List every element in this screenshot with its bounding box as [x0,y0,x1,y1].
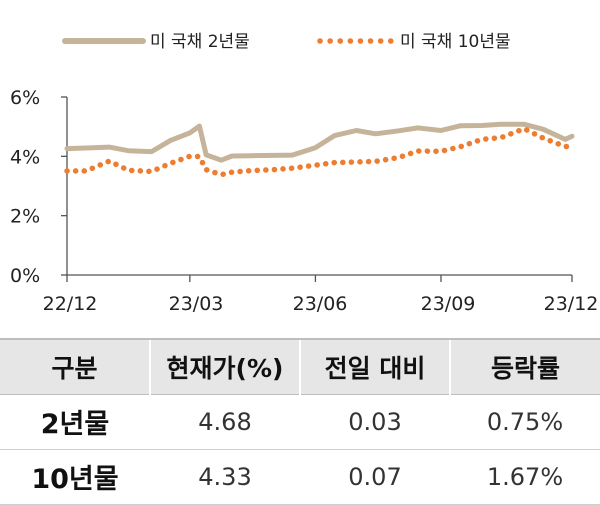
x-tick-label: 23/03 [169,293,224,315]
row-label: 10년물 [0,449,150,505]
data-point-10y [314,164,316,166]
data-point-2y [523,123,525,125]
data-point-10y [481,138,483,140]
data-point-10y [291,167,293,169]
data-point-10y [564,145,566,147]
data-point-10y [189,155,191,157]
data-point-2y [500,123,502,125]
table-row: 10년물 4.33 0.07 1.67% [0,449,600,505]
data-point-2y [481,124,483,126]
data-point-10y [417,150,419,152]
legend-label-2y: 미 국채 2년물 [150,32,250,52]
table-header-row: 구분 현재가(%) 전일 대비 등락률 [0,338,600,395]
change-cell: 0.03 [300,394,450,450]
data-point-10y [459,146,461,148]
chart-axes: 0% 2% 4% 6% 22/12 23/03 23/06 23/09 23/12 [10,87,598,315]
data-point-2y [291,154,293,156]
data-point-2y [374,133,376,135]
data-point-10y [66,170,68,172]
x-tick-label: 22/12 [43,293,98,315]
data-point-2y [440,129,442,131]
data-point-2y [542,128,544,130]
data-point-2y [459,125,461,127]
data-point-10y [250,169,252,171]
data-point-10y [220,174,222,176]
data-point-2y [333,134,335,136]
data-point-10y [231,171,233,173]
data-point-10y [398,156,400,158]
data-point-2y [189,132,191,134]
data-point-2y [205,154,207,156]
y-tick-label: 0% [10,265,40,287]
change-cell: 0.07 [300,449,450,505]
data-point-10y [500,136,502,138]
yield-quote-table: 구분 현재가(%) 전일 대비 등락률 2년물 4.68 0.03 0.75% … [0,338,600,505]
column-header: 전일 대비 [299,338,450,395]
data-point-2y [398,130,400,132]
data-point-2y [571,135,573,137]
y-tick-label: 6% [10,87,40,109]
data-point-2y [85,147,87,149]
row-label: 2년물 [0,394,150,450]
data-point-2y [417,127,419,129]
x-tick-label: 23/09 [421,293,476,315]
data-point-10y [542,137,544,139]
data-point-10y [374,160,376,162]
data-point-2y [314,147,316,149]
rate-cell: 0.75% [450,394,600,450]
data-point-10y [523,128,525,130]
data-point-10y [127,169,129,171]
price-cell: 4.33 [150,449,300,505]
column-header: 현재가(%) [149,338,300,395]
treasury-yield-line-chart: 미 국채 2년물 미 국채 10년물 0% 2% 4% 6% 22/12 23/03 23/… [10,32,598,315]
series-line-2y [64,121,575,163]
data-point-10y [571,145,573,147]
price-cell: 4.68 [150,394,300,450]
x-tick-label: 23/12 [544,293,599,315]
chart-legend: 미 국채 2년물 미 국채 10년물 [62,32,511,52]
data-point-2y [355,129,357,131]
data-point-2y [198,125,200,127]
data-point-2y [66,147,68,149]
data-point-10y [272,169,274,171]
data-point-2y [170,139,172,141]
data-point-2y [220,159,222,161]
data-point-10y [333,161,335,163]
data-point-2y [108,146,110,148]
column-header: 등락률 [449,338,600,395]
column-header: 구분 [0,338,150,395]
data-point-10y [355,161,357,163]
x-tick-label: 23/06 [293,293,348,315]
data-point-10y [85,170,87,172]
chart-series [64,121,575,178]
legend-label-10y: 미 국채 10년물 [400,32,511,52]
data-point-2y [231,155,233,157]
data-point-10y [440,150,442,152]
data-point-2y [127,150,129,152]
data-point-2y [272,154,274,156]
data-point-2y [150,150,152,152]
y-tick-label: 4% [10,146,40,168]
data-point-10y [170,162,172,164]
y-tick-label: 2% [10,206,40,228]
data-point-10y [198,155,200,157]
data-point-10y [205,169,207,171]
data-point-2y [250,155,252,157]
table-row: 2년물 4.68 0.03 0.75% [0,394,600,450]
data-point-2y [564,138,566,140]
rate-cell: 1.67% [450,449,600,505]
data-point-10y [150,170,152,172]
data-point-10y [108,160,110,162]
